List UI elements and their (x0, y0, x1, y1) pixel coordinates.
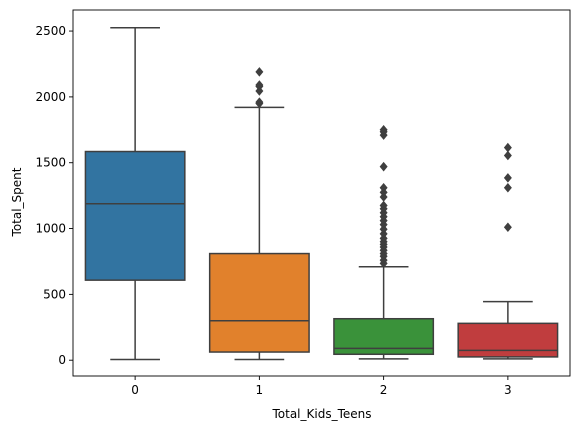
y-axis-label: Total_Spent (10, 167, 24, 237)
outlier-point (503, 222, 512, 233)
box-group-0 (84, 27, 186, 361)
outlier-point (503, 173, 512, 183)
y-tick-label: 500 (43, 287, 66, 301)
box-group-3 (457, 142, 559, 360)
outlier-point (379, 182, 388, 193)
outlier-point (255, 80, 264, 90)
outlier-point (255, 67, 264, 77)
outlier-point (379, 200, 388, 211)
x-tick-label: 3 (504, 383, 512, 397)
outlier-point (379, 161, 388, 172)
x-axis-label: Total_Kids_Teens (271, 407, 371, 421)
box-iqr (208, 252, 310, 353)
outlier-point (503, 150, 512, 161)
x-tick-label: 1 (256, 383, 264, 397)
axes: 0 500 1000 1500 2000 2500 0 1 2 3 (35, 9, 571, 397)
box-group-2 (333, 125, 435, 360)
outlier-point (503, 142, 512, 153)
outlier-point (255, 97, 264, 107)
y-tick-label: 0 (58, 353, 66, 367)
y-tick-label: 1500 (35, 156, 66, 170)
y-tick-label: 2500 (35, 24, 66, 38)
outlier-point (379, 125, 388, 135)
box-iqr (457, 322, 559, 358)
box-group-1 (208, 67, 310, 361)
y-tick-label: 1000 (35, 222, 66, 236)
plot-area (84, 27, 559, 361)
x-tick-label: 2 (380, 383, 388, 397)
box-iqr (84, 150, 186, 281)
plot-frame (72, 9, 571, 377)
outlier-point (503, 182, 512, 193)
y-tick-label: 2000 (35, 90, 66, 104)
x-tick-label: 0 (131, 383, 139, 397)
